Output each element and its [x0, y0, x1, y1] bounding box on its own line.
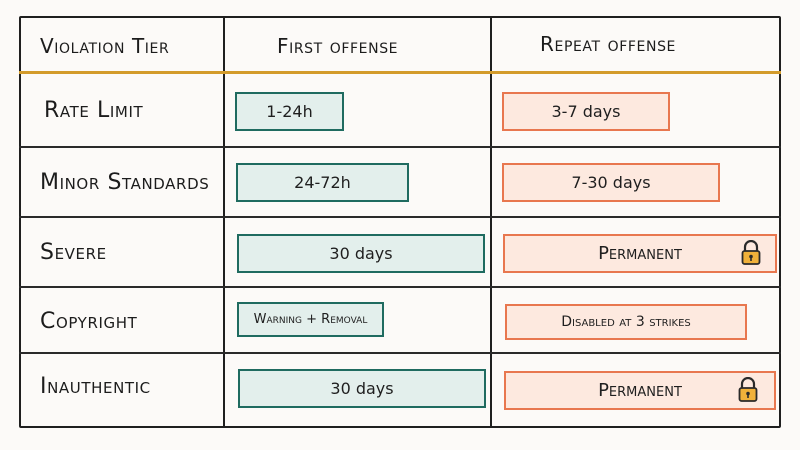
first-offense-bar-rate-limit: 1-24h: [235, 92, 344, 131]
tier-label-severe: Severe: [40, 240, 107, 265]
repeat-offense-bar-inauthentic: Permanent: [504, 371, 776, 410]
tier-label-rate-limit: Rate Limit: [44, 98, 144, 123]
column-divider-first: [490, 16, 492, 428]
header-first-offense: First offense: [277, 34, 399, 58]
row-divider-1: [19, 146, 781, 148]
row-divider-2: [19, 216, 781, 218]
first-offense-bar-copyright: Warning + Removal: [237, 302, 384, 337]
tier-label-minor-standards: Minor Standards: [40, 170, 210, 195]
header-underline: [19, 71, 781, 74]
padlock-icon: [738, 377, 758, 402]
table-frame: [19, 16, 781, 428]
repeat-offense-bar-rate-limit: 3-7 days: [502, 92, 670, 131]
first-offense-bar-severe: 30 days: [237, 234, 485, 273]
repeat-offense-bar-copyright: Disabled at 3 strikes: [505, 304, 747, 340]
repeat-offense-bar-minor-standards: 7-30 days: [502, 163, 720, 202]
row-divider-4: [19, 352, 781, 354]
header-repeat-offense: Repeat offense: [540, 32, 677, 56]
repeat-offense-bar-severe: Permanent: [503, 234, 777, 273]
tier-label-copyright: Copyright: [40, 309, 138, 334]
first-offense-bar-minor-standards: 24-72h: [236, 163, 409, 202]
tier-label-inauthentic: Inauthentic: [40, 374, 151, 399]
first-offense-bar-inauthentic: 30 days: [238, 369, 486, 408]
row-divider-3: [19, 286, 781, 288]
padlock-icon: [741, 240, 761, 265]
column-divider-tier: [223, 16, 225, 428]
header-violation-tier: Violation Tier: [40, 34, 170, 58]
